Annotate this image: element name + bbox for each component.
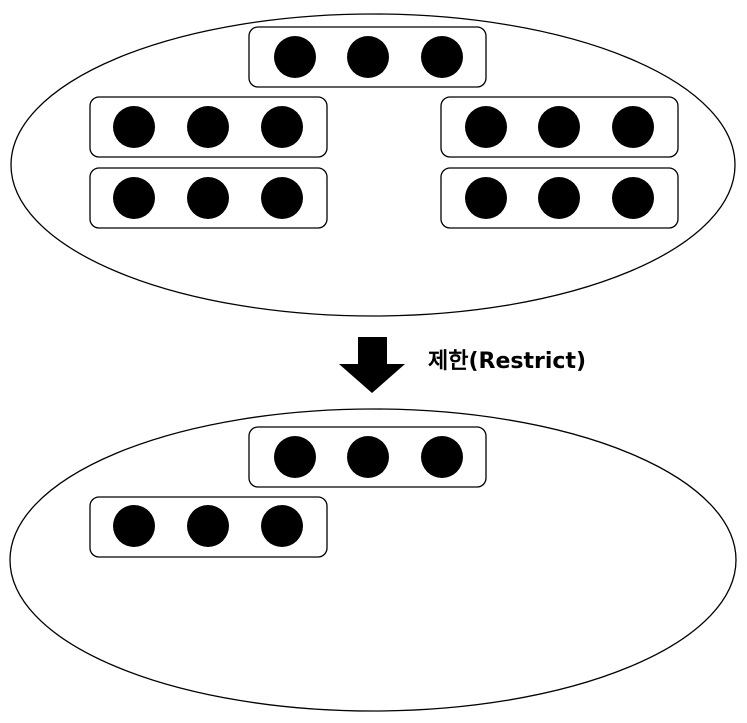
tuple-element-dot [113,106,155,148]
before-set-ellipse [10,13,736,317]
tuple-element-dot [465,177,507,219]
tuple-element-dot [261,505,303,547]
before-tuple-top [248,26,487,88]
tuple-element-dot [538,177,580,219]
tuple-element-dot [421,36,463,78]
tuple-element-dot [347,436,389,478]
after-set [9,408,737,712]
before-tuple-right-upper [440,96,679,158]
tuple-element-dot [261,177,303,219]
after-set-ellipse [9,408,737,712]
before-tuple-right-lower [440,167,679,229]
tuple-element-dot [261,106,303,148]
tuple-element-dot [465,106,507,148]
tuple-element-dot [612,106,654,148]
tuple-element-dot [187,106,229,148]
tuple-element-dot [113,505,155,547]
before-set [10,13,736,317]
tuple-element-dot [347,36,389,78]
after-tuple-top [248,426,487,488]
after-tuple-left [89,496,328,558]
tuple-element-dot [187,177,229,219]
before-tuple-left-lower [89,167,328,229]
tuple-element-dot [274,36,316,78]
down-arrow-icon [339,337,405,393]
tuple-element-dot [538,106,580,148]
tuple-element-dot [113,177,155,219]
tuple-element-dot [612,177,654,219]
tuple-element-dot [274,436,316,478]
tuple-element-dot [421,436,463,478]
operation-label: 제한(Restrict) [428,349,587,374]
tuple-element-dot [187,505,229,547]
before-tuple-left-upper [89,96,328,158]
